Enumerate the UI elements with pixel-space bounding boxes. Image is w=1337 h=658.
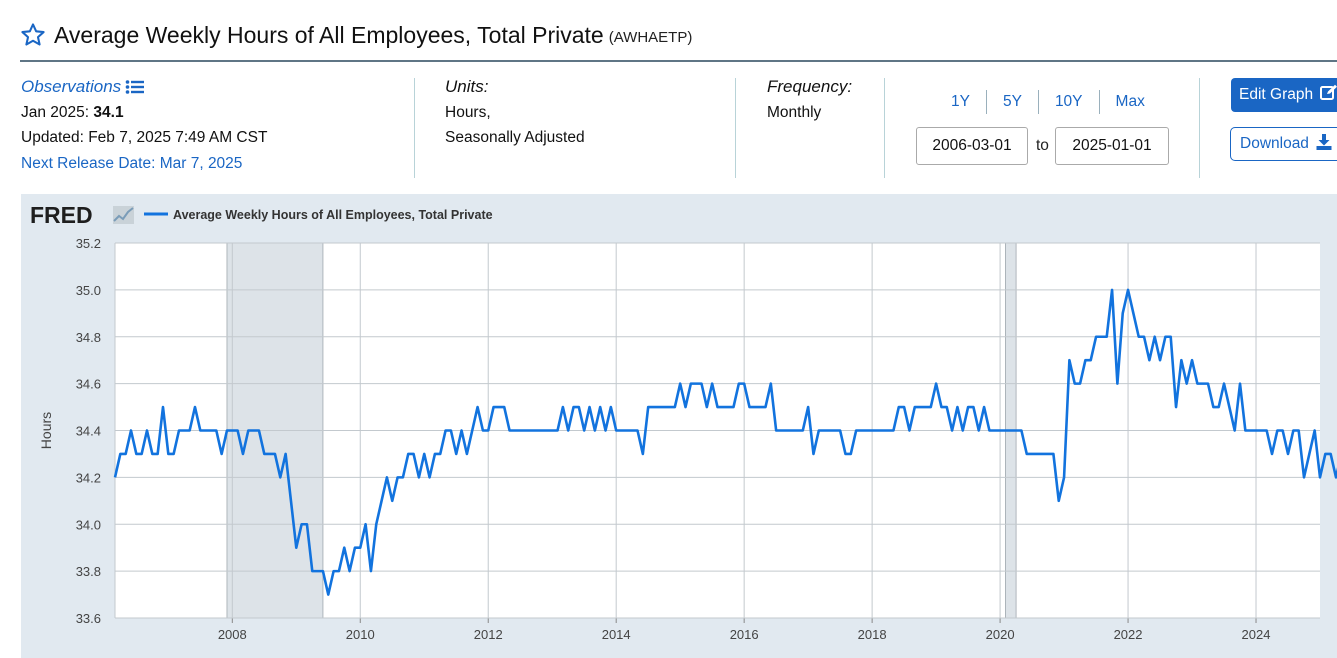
observations-block: Observations Jan 2025: 34.1 Updated: Feb… (21, 74, 267, 176)
divider (985, 90, 987, 114)
download-label: Download (1240, 135, 1309, 152)
x-tick-label: 2010 (346, 627, 375, 642)
download-icon (1316, 133, 1332, 150)
title-divider (20, 60, 1337, 62)
series-id: (AWHAETP) (608, 28, 693, 46)
y-tick-label: 34.6 (76, 377, 101, 392)
divider (1098, 90, 1100, 114)
frequency-label: Frequency: (767, 77, 853, 96)
end-date-input[interactable]: 2025-01-01 (1055, 127, 1169, 165)
edit-icon (1320, 85, 1337, 101)
latest-observation: Jan 2025: 34.1 (21, 100, 267, 126)
y-tick-label: 34.0 (76, 517, 101, 532)
edit-graph-button[interactable]: Edit Graph (1231, 78, 1337, 112)
observations-link[interactable]: Observations (21, 74, 267, 100)
range-1y-button[interactable]: 1Y (951, 93, 970, 110)
x-tick-label: 2016 (730, 627, 759, 642)
series-line (113, 288, 1337, 596)
line-chart: FRED Average Weekly Hours of All Employe… (30, 202, 1337, 642)
units-line-2: Seasonally Adjusted (445, 129, 585, 146)
edit-graph-label: Edit Graph (1239, 86, 1314, 103)
fred-logo-graph-icon (113, 206, 134, 224)
title-row: Average Weekly Hours of All Employees, T… (20, 18, 692, 52)
y-tick-label: 33.8 (76, 564, 101, 579)
divider (1037, 90, 1039, 114)
y-axis-label: Hours (38, 412, 54, 449)
y-tick-label: 35.0 (76, 283, 101, 298)
divider (735, 78, 736, 178)
range-buttons: 1Y 5Y 10Y Max (935, 90, 1161, 114)
y-tick-label: 35.2 (76, 236, 101, 251)
page-title: Average Weekly Hours of All Employees, T… (54, 21, 604, 48)
latest-date: Jan 2025: (21, 103, 90, 121)
frequency-value: Monthly (767, 103, 822, 121)
to-label: to (1036, 137, 1049, 154)
list-icon (125, 79, 145, 94)
favorite-star-icon[interactable] (20, 22, 46, 48)
units-label: Units: (445, 77, 489, 96)
y-tick-label: 34.4 (76, 424, 101, 439)
updated-text: Updated: Feb 7, 2025 7:49 AM CST (21, 129, 268, 146)
y-tick-label: 34.8 (76, 330, 101, 345)
y-tick-label: 33.6 (76, 611, 101, 626)
divider (414, 78, 415, 178)
x-tick-label: 2008 (218, 627, 247, 642)
divider (1199, 78, 1200, 178)
divider (884, 78, 885, 178)
range-max-button[interactable]: Max (1115, 93, 1145, 110)
chart-panel: FRED Average Weekly Hours of All Employe… (21, 194, 1337, 658)
download-button[interactable]: Download (1230, 127, 1337, 161)
fred-logo: FRED (30, 202, 93, 228)
units-block: Units: Hours, Seasonally Adjusted (445, 74, 585, 151)
range-5y-button[interactable]: 5Y (1002, 93, 1022, 110)
legend-label[interactable]: Average Weekly Hours of All Employees, T… (173, 208, 493, 222)
x-tick-label: 2020 (986, 627, 1015, 642)
x-tick-label: 2014 (602, 627, 631, 642)
next-release-link[interactable]: Next Release Date: Mar 7, 2025 (21, 154, 243, 172)
range-10y-button[interactable]: 10Y (1054, 93, 1083, 110)
latest-value: 34.1 (93, 103, 124, 121)
x-tick-label: 2024 (1242, 627, 1271, 642)
x-tick-label: 2022 (1114, 627, 1143, 642)
frequency-block: Frequency: Monthly (767, 74, 852, 125)
plot-area: 33.6 33.8 34.0 34.2 34.4 34.6 34.8 35.0 35.2 2008… (38, 236, 1337, 642)
x-tick-label: 2012 (474, 627, 503, 642)
units-line-1: Hours, (445, 103, 491, 121)
start-date-input[interactable]: 2006-03-01 (916, 127, 1028, 165)
x-tick-label: 2018 (858, 627, 887, 642)
y-tick-label: 34.2 (76, 470, 101, 485)
